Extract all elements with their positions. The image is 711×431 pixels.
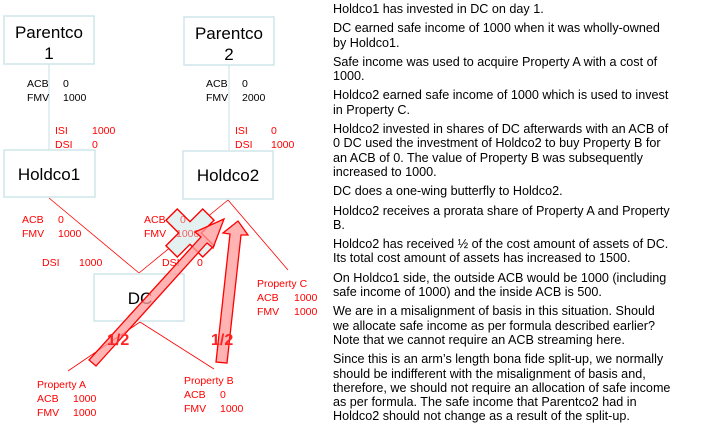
- note-line: we allocate safe income as per formula d…: [333, 318, 656, 333]
- holdco2-label: Holdco2: [197, 166, 259, 185]
- note-line: by Holdco1.: [333, 35, 400, 50]
- parentco1-fmv-value: 1000: [63, 92, 87, 104]
- holdco2-dc-fmv-label: FMV: [144, 228, 166, 240]
- note-paragraph: DC does a one-wing butterfly to Holdco2.: [333, 184, 711, 198]
- note-line: Holdco2 has received ½ of the cost amoun…: [333, 237, 669, 252]
- holdco2-dc-acb-label: ACB: [144, 214, 166, 226]
- parentco2-acb-label: ACB: [206, 78, 228, 90]
- note-line: DC does a one-wing butterfly to Holdco2.: [333, 184, 563, 199]
- property-b-transfer-arrow: [215, 220, 250, 364]
- property-c-acb-value: 1000: [294, 292, 318, 304]
- note-line: in Property C.: [333, 102, 410, 117]
- note-line: Since this is an arm’s length bona fide …: [333, 352, 664, 367]
- parentco2-label-line2: 2: [224, 45, 233, 64]
- note-line: as per formula. The safe income that Par…: [333, 395, 637, 410]
- holdco1-isi-label: ISI: [55, 125, 68, 137]
- parentco2-fmv-value: 2000: [242, 92, 266, 104]
- holdco1-dc-fmv-value: 1000: [58, 228, 82, 240]
- note-line: safe income of 1000) and the inside ACB …: [333, 285, 602, 300]
- holdco2-dsi-label: DSI: [235, 139, 253, 151]
- holdco2-isi-value: 0: [271, 125, 277, 137]
- holdco2-box: Holdco2: [182, 150, 274, 200]
- holdco1-dc-fmv-label: FMV: [22, 228, 44, 240]
- note-paragraph: On Holdco1 side, the outside ACB would b…: [333, 271, 711, 300]
- holdco2-dc-acb-value: 0: [180, 214, 186, 226]
- note-line: 0 DC used the investment of Holdco2 to b…: [333, 136, 661, 151]
- holdco2-dc-dsi-value: 0: [197, 257, 203, 269]
- note-paragraph: Since this is an arm’s length bona fide …: [333, 352, 711, 423]
- note-line: Safe income was used to acquire Property…: [333, 54, 658, 69]
- note-line: On Holdco1 side, the outside ACB would b…: [333, 270, 667, 285]
- property-a-name: Property A: [37, 379, 86, 391]
- holdco1-isi-value: 1000: [92, 125, 116, 137]
- note-paragraph: Safe income was used to acquire Property…: [333, 55, 711, 84]
- note-paragraph: Holdco2 earned safe income of 1000 which…: [333, 88, 711, 117]
- property-c-acb-label: ACB: [257, 292, 279, 304]
- note-paragraph: Holdco2 receives a prorata share of Prop…: [333, 204, 711, 233]
- holdco1-label: Holdco1: [18, 165, 80, 184]
- note-paragraph: We are in a misalignment of basis in thi…: [333, 304, 711, 347]
- property-b-fraction-label: 1/2: [211, 332, 233, 349]
- property-b-name: Property B: [184, 375, 234, 387]
- note-line: increased to 1000.: [333, 164, 437, 179]
- note-line: Holdco1 has invested in DC on day 1.: [333, 2, 544, 16]
- parentco2-fmv-label: FMV: [206, 92, 228, 104]
- note-paragraph: Holdco2 invested in shares of DC afterwa…: [333, 122, 711, 179]
- explanation-notes: Holdco1 has invested in DC on day 1. DC e…: [333, 2, 711, 429]
- note-line: DC earned safe income of 1000 when it wa…: [333, 21, 660, 36]
- parentco2-label-line1: Parentco: [195, 24, 263, 43]
- note-line: Holdco2 earned safe income of 1000 which…: [333, 88, 669, 103]
- parentco1-label-line1: Parentco: [15, 23, 83, 42]
- holdco1-box: Holdco1: [3, 149, 96, 198]
- note-paragraph: Holdco1 has invested in DC on day 1.: [333, 2, 711, 16]
- parentco1-box: Parentco 1: [3, 15, 95, 65]
- holdco1-dc-dsi-label: DSI: [42, 257, 60, 269]
- note-line: 1000.: [333, 69, 365, 84]
- property-a-fmv-label: FMV: [37, 407, 59, 419]
- property-a-acb-value: 1000: [73, 393, 97, 405]
- note-line: B.: [333, 217, 345, 232]
- property-b-acb-label: ACB: [184, 389, 206, 401]
- parentco2-acb-value: 0: [242, 78, 248, 90]
- note-line: Note that we cannot require an ACB strea…: [333, 332, 625, 347]
- holdco2-dc-fmv-value: 1000: [176, 228, 200, 240]
- note-line: We are in a misalignment of basis in thi…: [333, 304, 655, 319]
- ownership-diagram: Parentco 1 Parentco 2 Holdco1 Holdco2 DC…: [3, 15, 318, 419]
- holdco1-dsi-label: DSI: [55, 139, 73, 151]
- property-b-fmv-value: 1000: [220, 403, 244, 415]
- holdco2-propertyc-line: [227, 199, 289, 271]
- holdco2-isi-label: ISI: [235, 125, 248, 137]
- holdco1-dc-acb-value: 0: [58, 214, 64, 226]
- holdco1-dc-dsi-value: 1000: [79, 257, 103, 269]
- property-b-acb-value: 0: [220, 389, 226, 401]
- note-line: an ACB of 0. The value of Property B was…: [333, 150, 643, 165]
- parentco1-acb-label: ACB: [27, 78, 49, 90]
- parentco2-box: Parentco 2: [183, 16, 275, 66]
- parentco1-acb-value: 0: [63, 78, 69, 90]
- holdco1-dc-acb-label: ACB: [22, 214, 44, 226]
- holdco2-dsi-value: 1000: [271, 139, 295, 151]
- property-c-fmv-value: 1000: [294, 306, 318, 318]
- note-line: Holdco2 should not change as a result of…: [333, 409, 630, 424]
- note-line: therefore, we should not require an allo…: [333, 380, 671, 395]
- holdco1-dsi-value: 0: [92, 139, 98, 151]
- property-a-fraction-label: 1/2: [107, 332, 129, 349]
- property-a-transfer-arrow: [88, 217, 226, 367]
- property-a-fmv-value: 1000: [73, 407, 97, 419]
- note-line: Its total cost amount of assets has incr…: [333, 251, 631, 266]
- parentco1-label-line2: 1: [44, 44, 53, 63]
- note-paragraph: Holdco2 has received ½ of the cost amoun…: [333, 237, 711, 266]
- parentco1-fmv-label: FMV: [27, 92, 49, 104]
- property-c-name: Property C: [257, 278, 308, 290]
- note-line: should be indifferent with the misalignm…: [333, 366, 646, 381]
- holdco1-dc-line: [48, 197, 140, 274]
- property-b-fmv-label: FMV: [184, 403, 206, 415]
- property-c-fmv-label: FMV: [257, 306, 279, 318]
- note-paragraph: DC earned safe income of 1000 when it wa…: [333, 21, 711, 50]
- property-a-acb-label: ACB: [37, 393, 59, 405]
- note-line: Holdco2 receives a prorata share of Prop…: [333, 203, 670, 218]
- dc-propertyb-line: [139, 321, 215, 370]
- note-line: Holdco2 invested in shares of DC afterwa…: [333, 122, 669, 137]
